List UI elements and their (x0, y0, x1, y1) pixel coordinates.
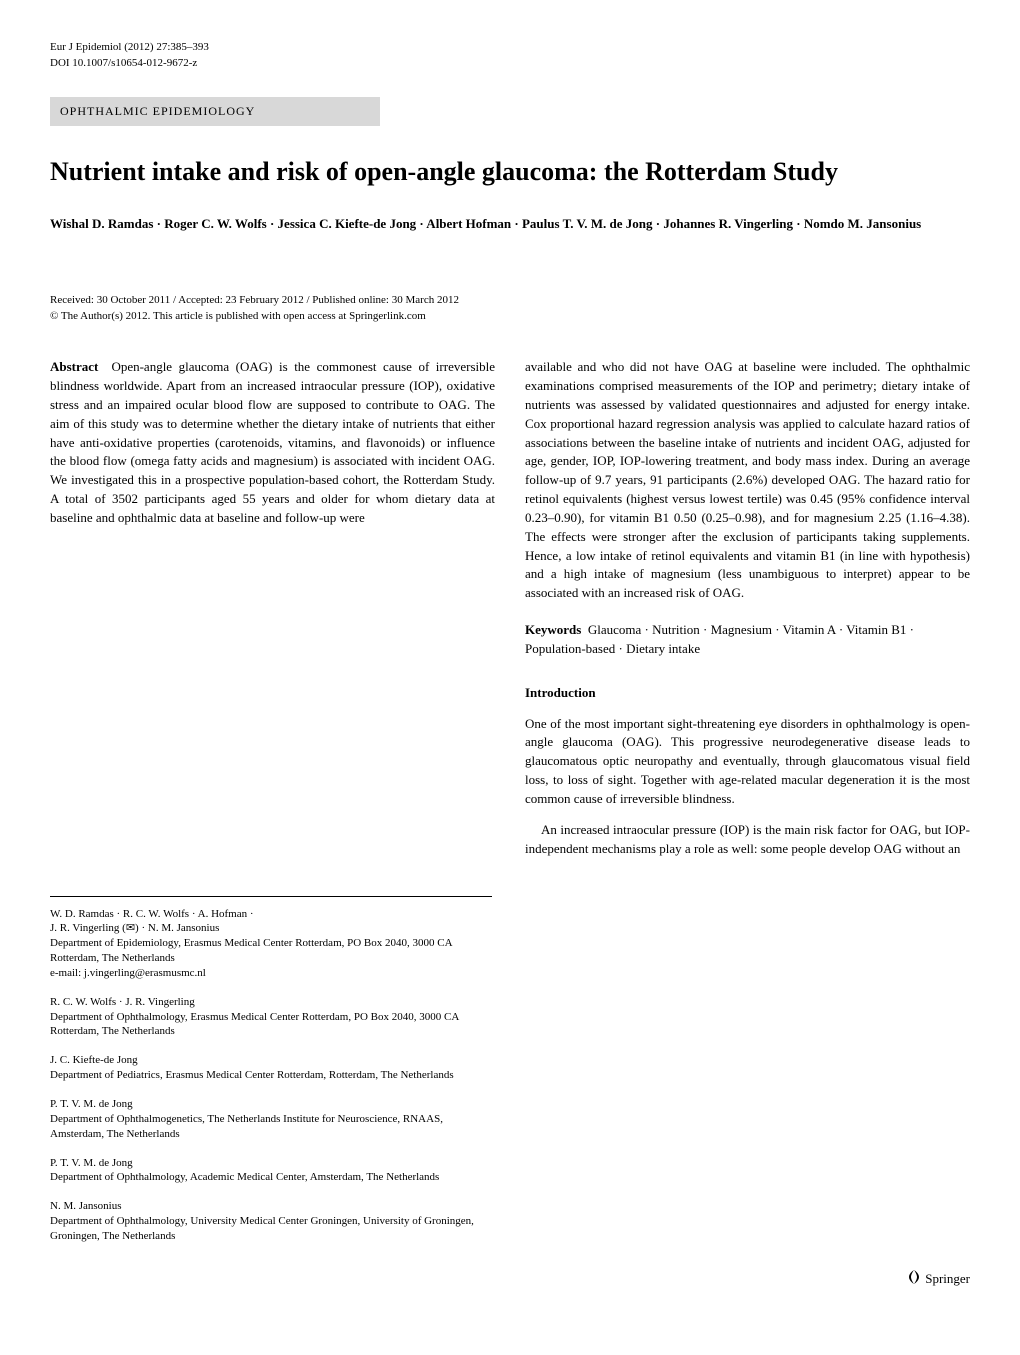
copyright-line: © The Author(s) 2012. This article is pu… (50, 309, 970, 325)
publication-dates: Received: 30 October 2011 / Accepted: 23… (50, 293, 970, 325)
affiliation-block: P. T. V. M. de Jong Department of Ophtha… (50, 1156, 492, 1186)
abstract-label: Abstract (50, 359, 98, 374)
left-column: Abstract Open-angle glaucoma (OAG) is th… (50, 345, 495, 870)
affiliation-block: J. C. Kiefte-de Jong Department of Pedia… (50, 1053, 492, 1083)
journal-header: Eur J Epidemiol (2012) 27:385–393 DOI 10… (50, 40, 970, 72)
category-bar: OPHTHALMIC EPIDEMIOLOGY (50, 97, 380, 126)
authors-list: Wishal D. Ramdas · Roger C. W. Wolfs · J… (50, 214, 970, 234)
affil-names: P. T. V. M. de Jong (50, 1156, 492, 1171)
journal-reference: Eur J Epidemiol (2012) 27:385–393 (50, 40, 209, 56)
publisher-name: Springer (925, 1271, 970, 1286)
affil-dept: Department of Ophthalmogenetics, The Net… (50, 1112, 492, 1142)
keywords-label: Keywords (525, 622, 581, 637)
intro-paragraph-2: An increased intraocular pressure (IOP) … (525, 821, 970, 859)
affil-names: N. M. Jansonius (50, 1199, 492, 1214)
right-column: available and who did not have OAG at ba… (525, 345, 970, 870)
received-line: Received: 30 October 2011 / Accepted: 23… (50, 293, 970, 309)
intro-text: One of the most important sight-threaten… (525, 715, 970, 859)
affiliation-block: P. T. V. M. de Jong Department of Ophtha… (50, 1097, 492, 1142)
affil-dept: Department of Ophthalmology, Erasmus Med… (50, 1010, 492, 1040)
footer: Springer (50, 1269, 970, 1291)
keywords-line: Keywords Glaucoma · Nutrition · Magnesiu… (525, 621, 970, 659)
affil-dept: Department of Epidemiology, Erasmus Medi… (50, 936, 492, 966)
affil-names: P. T. V. M. de Jong (50, 1097, 492, 1112)
abstract-right: available and who did not have OAG at ba… (525, 358, 970, 603)
affil-names: W. D. Ramdas · R. C. W. Wolfs · A. Hofma… (50, 907, 492, 922)
affiliation-block: N. M. Jansonius Department of Ophthalmol… (50, 1199, 492, 1244)
abstract-left: Abstract Open-angle glaucoma (OAG) is th… (50, 358, 495, 528)
main-content: Abstract Open-angle glaucoma (OAG) is th… (50, 345, 970, 870)
affil-email: e-mail: j.vingerling@erasmusmc.nl (50, 966, 492, 981)
affil-names: J. C. Kiefte-de Jong (50, 1053, 492, 1068)
affiliations: W. D. Ramdas · R. C. W. Wolfs · A. Hofma… (50, 896, 492, 1244)
affil-dept: Department of Pediatrics, Erasmus Medica… (50, 1068, 492, 1083)
affil-dept: Department of Ophthalmology, Academic Me… (50, 1170, 492, 1185)
article-title: Nutrient intake and risk of open-angle g… (50, 156, 970, 189)
springer-logo-icon (906, 1269, 922, 1291)
affiliation-block: R. C. W. Wolfs · J. R. Vingerling Depart… (50, 995, 492, 1040)
affil-dept: Department of Ophthalmology, University … (50, 1214, 492, 1244)
intro-heading: Introduction (525, 684, 970, 703)
intro-paragraph-1: One of the most important sight-threaten… (525, 715, 970, 809)
affiliation-block: W. D. Ramdas · R. C. W. Wolfs · A. Hofma… (50, 907, 492, 981)
affil-names2: J. R. Vingerling (✉) · N. M. Jansonius (50, 921, 492, 936)
affil-names: R. C. W. Wolfs · J. R. Vingerling (50, 995, 492, 1010)
keywords-text: Glaucoma · Nutrition · Magnesium · Vitam… (525, 622, 914, 656)
doi: DOI 10.1007/s10654-012-9672-z (50, 56, 209, 72)
abstract-text-left: Open-angle glaucoma (OAG) is the commone… (50, 359, 495, 525)
